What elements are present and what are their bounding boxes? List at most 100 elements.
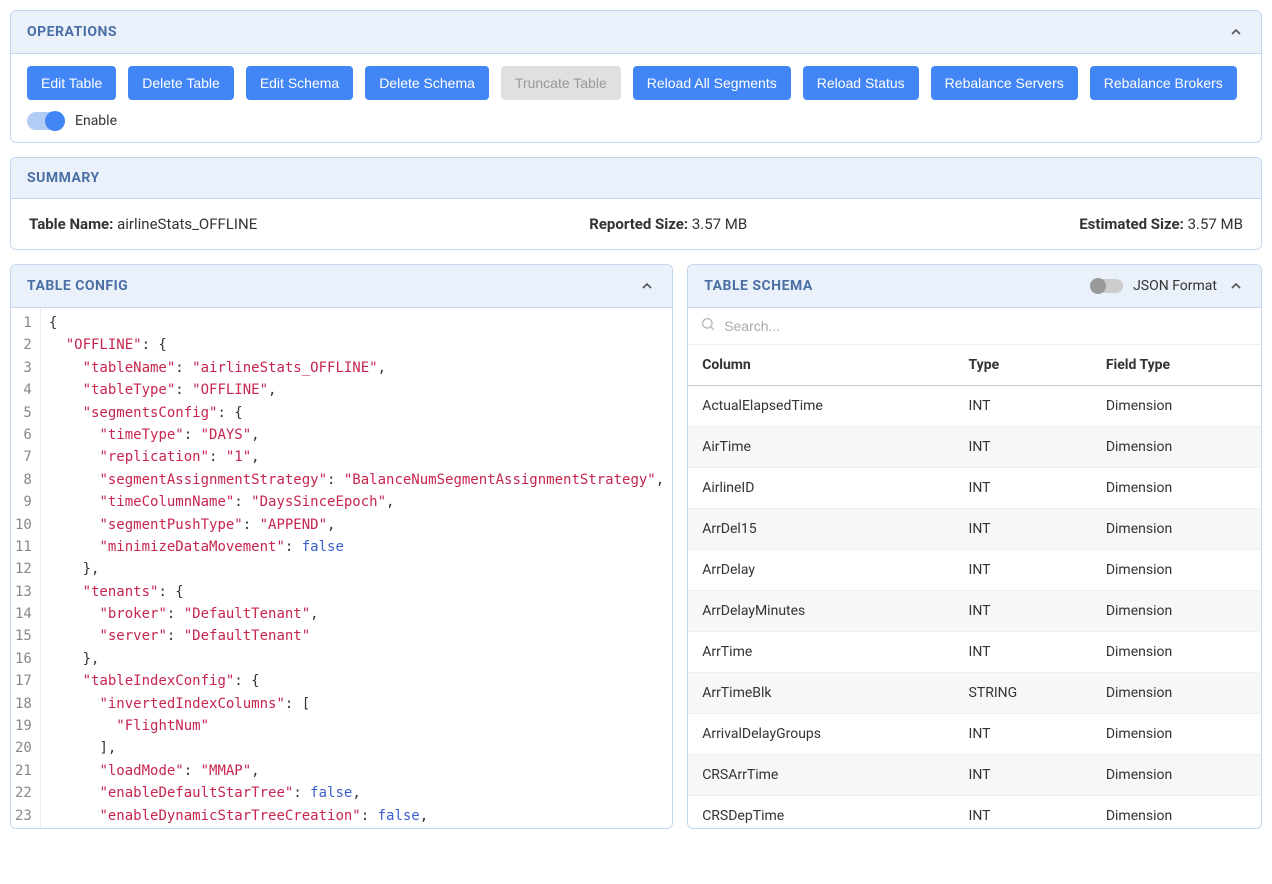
reload-all-segments-button[interactable]: Reload All Segments (633, 66, 791, 100)
summary-table-name-label: Table Name: (29, 215, 113, 233)
table-cell: INT (955, 714, 1092, 755)
table-row[interactable]: CRSArrTimeINTDimension (688, 755, 1261, 796)
table-schema-header: TABLE SCHEMA JSON Format (688, 265, 1261, 308)
table-cell: Dimension (1092, 673, 1261, 714)
operations-button-row: Edit Table Delete Table Edit Schema Delete … (27, 66, 1245, 100)
summary-estimated-size: Estimated Size: 3.57 MB (1079, 215, 1243, 233)
table-config-header: TABLE CONFIG (11, 265, 672, 308)
table-row[interactable]: ArrTimeBlkSTRINGDimension (688, 673, 1261, 714)
table-cell: INT (955, 550, 1092, 591)
json-format-label: JSON Format (1133, 278, 1217, 294)
summary-row: Table Name: airlineStats_OFFLINE Reporte… (11, 199, 1261, 249)
table-cell: INT (955, 509, 1092, 550)
table-cell: ArrivalDelayGroups (688, 714, 954, 755)
operations-body: Edit Table Delete Table Edit Schema Delete … (11, 54, 1261, 142)
enable-toggle[interactable] (27, 112, 65, 130)
schema-table: ColumnTypeField Type ActualElapsedTimeIN… (688, 345, 1261, 825)
collapse-icon[interactable] (638, 277, 656, 295)
schema-table-head-row: ColumnTypeField Type (688, 345, 1261, 386)
code-editor[interactable]: 1234567891011121314151617181920212223 { … (11, 308, 672, 828)
enable-toggle-row: Enable (27, 112, 1245, 130)
edit-schema-button[interactable]: Edit Schema (246, 66, 353, 100)
collapse-icon[interactable] (1227, 23, 1245, 41)
schema-col-header[interactable]: Type (955, 345, 1092, 386)
summary-reported-size: Reported Size: 3.57 MB (589, 215, 747, 233)
table-cell: INT (955, 386, 1092, 427)
summary-reported-size-value: 3.57 MB (692, 215, 747, 233)
table-cell: AirlineID (688, 468, 954, 509)
summary-estimated-size-label: Estimated Size: (1079, 215, 1184, 233)
table-row[interactable]: ArrDelayINTDimension (688, 550, 1261, 591)
summary-panel: SUMMARY Table Name: airlineStats_OFFLINE… (10, 157, 1262, 250)
table-row[interactable]: CRSDepTimeINTDimension (688, 796, 1261, 826)
delete-table-button[interactable]: Delete Table (128, 66, 234, 100)
table-config-title: TABLE CONFIG (27, 278, 128, 294)
table-cell: ActualElapsedTime (688, 386, 954, 427)
table-cell: Dimension (1092, 468, 1261, 509)
delete-schema-button[interactable]: Delete Schema (365, 66, 489, 100)
table-cell: CRSArrTime (688, 755, 954, 796)
code-body[interactable]: { "OFFLINE": { "tableName": "airlineStat… (41, 308, 672, 828)
table-schema-body: ColumnTypeField Type ActualElapsedTimeIN… (688, 308, 1261, 828)
table-schema-col: TABLE SCHEMA JSON Format (687, 264, 1262, 829)
summary-reported-size-label: Reported Size: (589, 215, 688, 233)
table-cell: STRING (955, 673, 1092, 714)
summary-title: SUMMARY (27, 170, 100, 186)
table-cell: AirTime (688, 427, 954, 468)
summary-table-name: Table Name: airlineStats_OFFLINE (29, 215, 257, 233)
table-row[interactable]: ArrDel15INTDimension (688, 509, 1261, 550)
table-cell: ArrTimeBlk (688, 673, 954, 714)
operations-header: OPERATIONS (11, 11, 1261, 54)
table-config-panel: TABLE CONFIG 123456789101112131415161718… (10, 264, 673, 829)
table-schema-header-right: JSON Format (1091, 277, 1245, 295)
json-format-toggle[interactable] (1091, 279, 1123, 293)
table-schema-panel: TABLE SCHEMA JSON Format (687, 264, 1262, 829)
table-config-col: TABLE CONFIG 123456789101112131415161718… (10, 264, 673, 829)
schema-search-input[interactable] (724, 318, 1249, 334)
table-cell: Dimension (1092, 427, 1261, 468)
truncate-table-button: Truncate Table (501, 66, 621, 100)
table-row[interactable]: ActualElapsedTimeINTDimension (688, 386, 1261, 427)
table-cell: Dimension (1092, 796, 1261, 826)
schema-col-header[interactable]: Field Type (1092, 345, 1261, 386)
table-cell: ArrDelayMinutes (688, 591, 954, 632)
operations-panel: OPERATIONS Edit Table Delete Table Edit Sc… (10, 10, 1262, 143)
schema-col-header[interactable]: Column (688, 345, 954, 386)
code-gutter: 1234567891011121314151617181920212223 (11, 308, 41, 828)
table-cell: INT (955, 427, 1092, 468)
table-cell: INT (955, 468, 1092, 509)
table-cell: Dimension (1092, 755, 1261, 796)
schema-search-row (688, 308, 1261, 345)
table-cell: ArrDel15 (688, 509, 954, 550)
table-cell: ArrTime (688, 632, 954, 673)
rebalance-brokers-button[interactable]: Rebalance Brokers (1090, 66, 1237, 100)
table-cell: CRSDepTime (688, 796, 954, 826)
summary-table-name-value: airlineStats_OFFLINE (117, 215, 257, 233)
collapse-icon[interactable] (1227, 277, 1245, 295)
table-cell: Dimension (1092, 550, 1261, 591)
table-cell: INT (955, 591, 1092, 632)
table-cell: Dimension (1092, 509, 1261, 550)
summary-header: SUMMARY (11, 158, 1261, 199)
reload-status-button[interactable]: Reload Status (803, 66, 919, 100)
config-schema-row: TABLE CONFIG 123456789101112131415161718… (10, 264, 1262, 829)
table-row[interactable]: ArrTimeINTDimension (688, 632, 1261, 673)
table-cell: INT (955, 755, 1092, 796)
operations-title: OPERATIONS (27, 24, 117, 40)
table-cell: Dimension (1092, 632, 1261, 673)
rebalance-servers-button[interactable]: Rebalance Servers (931, 66, 1078, 100)
table-cell: ArrDelay (688, 550, 954, 591)
schema-table-wrap[interactable]: ColumnTypeField Type ActualElapsedTimeIN… (688, 345, 1261, 825)
table-row[interactable]: AirlineIDINTDimension (688, 468, 1261, 509)
table-row[interactable]: ArrDelayMinutesINTDimension (688, 591, 1261, 632)
table-schema-title: TABLE SCHEMA (704, 278, 813, 294)
table-cell: Dimension (1092, 386, 1261, 427)
table-cell: Dimension (1092, 591, 1261, 632)
summary-estimated-size-value: 3.57 MB (1188, 215, 1243, 233)
table-cell: INT (955, 796, 1092, 826)
edit-table-button[interactable]: Edit Table (27, 66, 116, 100)
table-row[interactable]: AirTimeINTDimension (688, 427, 1261, 468)
enable-label: Enable (75, 113, 117, 129)
table-cell: Dimension (1092, 714, 1261, 755)
table-row[interactable]: ArrivalDelayGroupsINTDimension (688, 714, 1261, 755)
